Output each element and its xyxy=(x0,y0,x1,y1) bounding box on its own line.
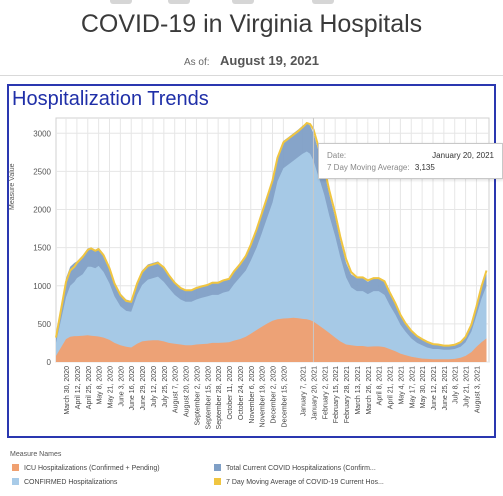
legend-label-total: Total Current COVID Hospitalizations (Co… xyxy=(226,465,376,472)
as-of-label: As of: xyxy=(183,57,210,68)
x-tick-label: May 8, 2020 xyxy=(97,366,104,405)
x-tick-label: November 19, 2020 xyxy=(260,366,267,428)
dashboard-tab[interactable] xyxy=(312,0,334,4)
x-tick-label: June 29, 2020 xyxy=(140,366,147,410)
x-tick-label: January 20, 2021 xyxy=(311,366,318,420)
x-tick-label: May 17, 2021 xyxy=(409,366,416,409)
x-tick-label: August 7, 2020 xyxy=(173,366,180,413)
x-tick-label: February 28, 2021 xyxy=(344,366,351,423)
x-tick-label: January 7, 2021 xyxy=(301,366,308,416)
y-tick-label: 2000 xyxy=(33,206,51,215)
x-tick-label: July 25, 2020 xyxy=(162,366,169,408)
dashboard-tab-strip xyxy=(0,0,503,8)
dashboard-tab[interactable] xyxy=(110,0,132,4)
legend-swatch-total xyxy=(214,464,221,471)
confirmed-hospitalizations-area xyxy=(56,151,487,362)
x-tick-label: October 11, 2020 xyxy=(227,366,234,420)
x-tick-label: May 4, 2021 xyxy=(398,366,405,405)
legend-label-confirmed: CONFIRMED Hospitalizations xyxy=(24,479,118,486)
x-tick-label: August 3, 2021 xyxy=(474,366,481,413)
x-tick-label: December 2, 2020 xyxy=(271,366,278,424)
legend-swatch-confirmed xyxy=(12,478,19,485)
x-tick-label: August 20, 2020 xyxy=(184,366,191,417)
dashboard-tab[interactable] xyxy=(168,0,190,4)
as-of-line: As of: August 19, 2021 xyxy=(0,52,503,70)
legend-swatch-moving-average xyxy=(214,478,221,485)
x-tick-label: September 28, 2020 xyxy=(216,366,223,430)
x-tick-label: March 30, 2020 xyxy=(64,366,71,415)
y-tick-label: 3000 xyxy=(33,129,51,138)
x-tick-label: June 3, 2020 xyxy=(118,366,125,407)
y-tick-label: 1500 xyxy=(33,244,51,253)
x-tick-label: July 8, 2021 xyxy=(453,366,460,404)
x-tick-label: February 15, 2021 xyxy=(333,366,340,423)
y-tick-label: 1000 xyxy=(33,282,51,291)
x-tick-label: September 2, 2020 xyxy=(194,366,201,426)
page-title: COVID-19 in Virginia Hospitals xyxy=(80,10,423,38)
y-tick-label: 2500 xyxy=(33,167,51,176)
x-tick-label: December 15, 2020 xyxy=(281,366,288,428)
x-tick-label: September 15, 2020 xyxy=(205,366,212,430)
tooltip-date-row: Date: January 20, 2021 xyxy=(327,151,494,160)
x-tick-label: June 12, 2021 xyxy=(431,366,438,410)
legend-swatch-icu xyxy=(12,464,19,471)
legend-item-icu[interactable]: ICU Hospitalizations (Confirmed + Pendin… xyxy=(12,464,160,472)
chart-tooltip: Date: January 20, 2021 7 Day Moving Aver… xyxy=(318,143,503,179)
x-tick-label: November 6, 2020 xyxy=(249,366,256,424)
chart-panel xyxy=(7,84,496,438)
legend-item-moving-average[interactable]: 7 Day Moving Average of COVID-19 Current… xyxy=(214,478,384,486)
legend-label-icu: ICU Hospitalizations (Confirmed + Pendin… xyxy=(24,465,160,472)
legend-item-total[interactable]: Total Current COVID Hospitalizations (Co… xyxy=(214,464,376,472)
x-tick-label: February 2, 2021 xyxy=(322,366,329,419)
x-tick-label: July 12, 2020 xyxy=(151,366,158,408)
as-of-date: August 19, 2021 xyxy=(220,53,320,68)
header-divider xyxy=(0,75,503,76)
moving-average-line xyxy=(55,121,488,347)
x-tick-label: April 12, 2020 xyxy=(75,366,82,409)
legend-title: Measure Names xyxy=(10,451,62,458)
y-tick-label: 500 xyxy=(38,320,52,329)
legend-label-moving-average: 7 Day Moving Average of COVID-19 Current… xyxy=(226,479,384,486)
x-tick-label: May 30, 2021 xyxy=(420,366,427,409)
icu-hospitalizations-area xyxy=(56,317,487,362)
tooltip-average-value: 3,135 xyxy=(414,163,435,172)
legend-item-confirmed[interactable]: CONFIRMED Hospitalizations xyxy=(12,478,117,486)
x-tick-label: April 8, 2021 xyxy=(377,366,384,405)
x-tick-label: April 25, 2020 xyxy=(86,366,93,409)
tooltip-average-row: 7 Day Moving Average: 3,135 xyxy=(327,163,494,172)
x-tick-label: June 25, 2021 xyxy=(442,366,449,410)
dashboard-tab[interactable] xyxy=(232,0,254,4)
x-tick-label: April 21, 2021 xyxy=(388,366,395,409)
y-tick-label: 0 xyxy=(47,358,52,367)
tooltip-date-value: January 20, 2021 xyxy=(432,151,494,160)
x-tick-label: March 26, 2021 xyxy=(366,366,373,415)
x-tick-label: June 16, 2020 xyxy=(129,366,136,410)
x-tick-label: October 24, 2020 xyxy=(238,366,245,420)
tooltip-date-label: Date: xyxy=(327,151,347,160)
x-tick-label: March 13, 2021 xyxy=(355,366,362,415)
x-tick-label: July 21, 2021 xyxy=(464,366,471,408)
tooltip-average-label: 7 Day Moving Average: xyxy=(327,163,410,172)
x-tick-label: May 21, 2020 xyxy=(107,366,114,409)
panel-title: Hospitalization Trends xyxy=(12,88,209,110)
